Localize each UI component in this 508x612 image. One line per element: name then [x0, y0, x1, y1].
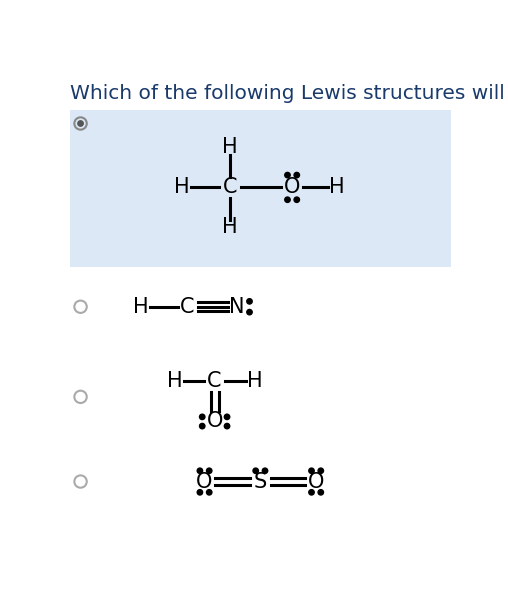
Text: O: O [284, 177, 300, 198]
Circle shape [294, 173, 300, 177]
Text: H: H [247, 371, 263, 392]
Circle shape [197, 490, 203, 495]
Circle shape [294, 197, 300, 203]
Circle shape [206, 490, 212, 495]
Text: C: C [180, 297, 195, 317]
Text: C: C [223, 177, 237, 198]
Circle shape [197, 468, 203, 474]
Circle shape [200, 424, 205, 429]
Circle shape [253, 468, 259, 474]
Circle shape [318, 468, 324, 474]
Text: O: O [206, 411, 223, 431]
Text: H: H [329, 177, 345, 198]
Circle shape [200, 414, 205, 420]
Text: H: H [223, 137, 238, 157]
Text: S: S [253, 471, 267, 491]
Text: H: H [133, 297, 149, 317]
Circle shape [225, 414, 230, 420]
Text: H: H [167, 371, 182, 392]
Circle shape [285, 197, 290, 203]
Text: O: O [308, 471, 324, 491]
Circle shape [78, 121, 83, 126]
Circle shape [247, 299, 252, 304]
Circle shape [206, 468, 212, 474]
Text: Which of the following Lewis structures will have resonance form: Which of the following Lewis structures … [70, 84, 508, 103]
Text: H: H [223, 217, 238, 237]
Circle shape [309, 490, 314, 495]
Text: O: O [197, 471, 213, 491]
Circle shape [225, 424, 230, 429]
Circle shape [309, 468, 314, 474]
Text: H: H [174, 177, 190, 198]
Text: N: N [229, 297, 245, 317]
Circle shape [262, 468, 268, 474]
Circle shape [285, 173, 290, 177]
Circle shape [318, 490, 324, 495]
Bar [70, 110, 451, 267]
Text: C: C [207, 371, 222, 392]
Circle shape [247, 310, 252, 315]
